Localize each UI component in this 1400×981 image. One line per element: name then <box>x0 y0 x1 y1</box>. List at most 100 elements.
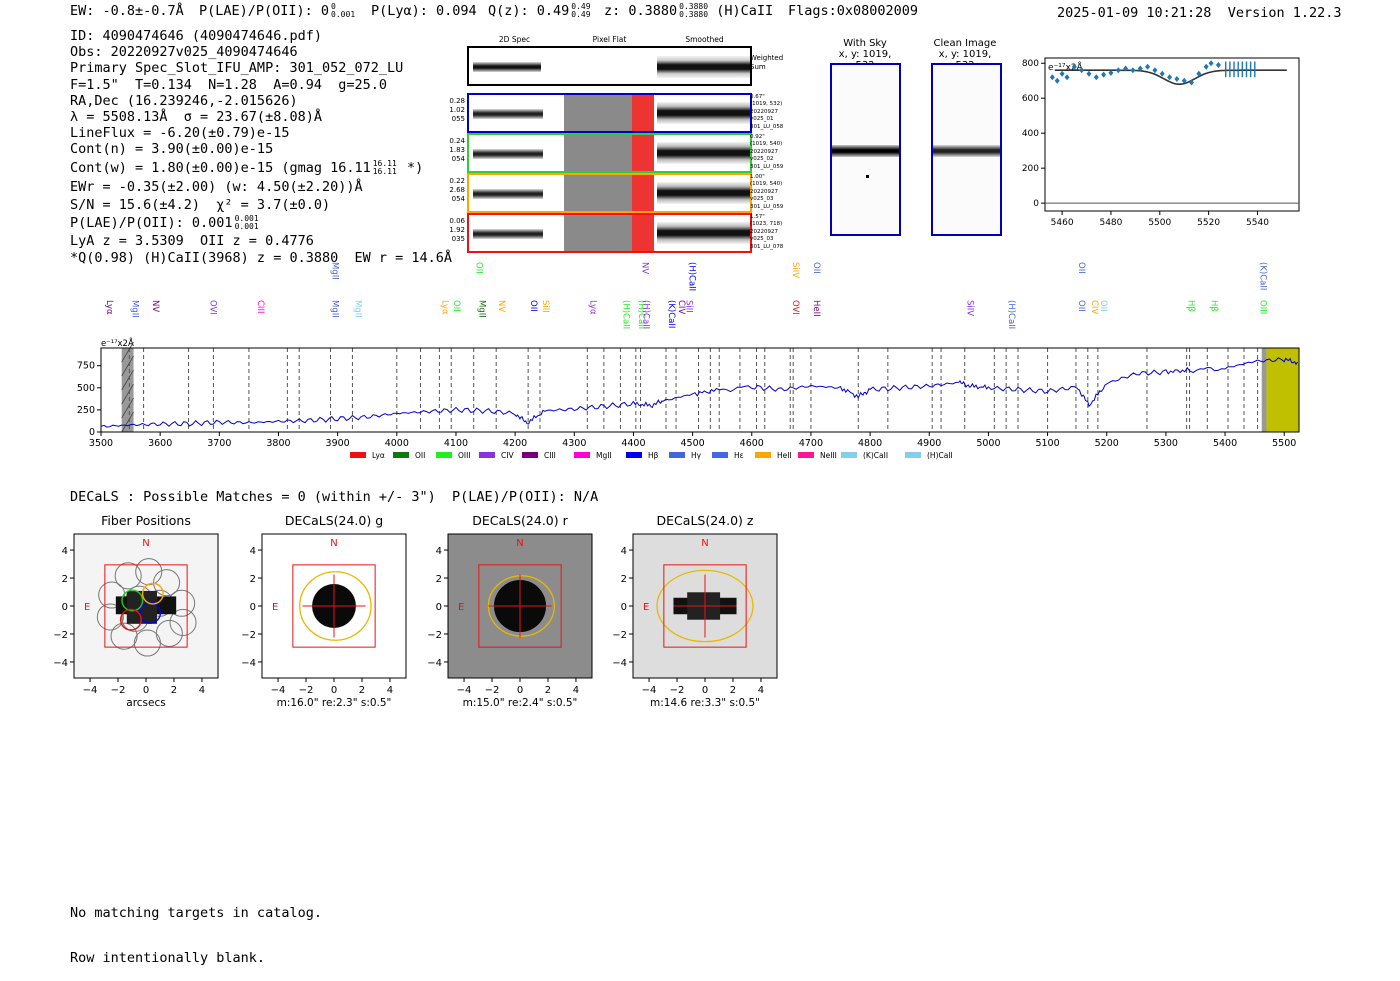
spec-row-meta-line: 20220927 <box>750 188 778 195</box>
spectrum-line <box>100 357 1298 428</box>
spec-row-stat: 1.92 <box>449 226 465 234</box>
spec-row-meta-line: 0.92" <box>750 134 765 140</box>
legend-label: Hγ <box>691 451 702 460</box>
decals-xtick-label: 2 <box>545 685 551 696</box>
line-label: (H)CaII <box>620 300 630 329</box>
decals-xtick-label: −2 <box>299 685 314 696</box>
zoom-ytick-label: 600 <box>1022 94 1039 104</box>
spec-row-meta-line: 301_LU_078 <box>750 243 784 250</box>
spectrum-xtick-label: 5400 <box>1213 438 1237 449</box>
spec-row <box>467 213 752 253</box>
spectrum-xtick-label: 3800 <box>266 438 290 449</box>
hatch-line <box>121 411 134 433</box>
spec-row-stats: 0.24 1.83 054 <box>447 137 465 164</box>
spec-row-flat-mask <box>632 175 654 211</box>
spectrum-xtick-label: 4200 <box>503 438 527 449</box>
east-label: E <box>84 602 90 613</box>
east-label: E <box>643 602 649 613</box>
col-label-smoothed: Smoothed <box>685 35 724 44</box>
decals-xtick-label: −4 <box>83 685 98 696</box>
spec-row-flat-mask <box>632 95 654 131</box>
zoom-data-point <box>1108 69 1114 76</box>
east-label: E <box>458 602 464 613</box>
fiber-circle <box>110 622 138 650</box>
spectrum-ytick-label: 250 <box>77 405 95 416</box>
line-label: Lyα <box>439 300 449 315</box>
spec-row-meta-line: 0.67" <box>750 94 765 100</box>
decals-ytick-label: 2 <box>436 574 442 585</box>
decals-xtick-label: −2 <box>111 685 126 696</box>
spec-row-meta-line: 20220927 <box>750 108 778 115</box>
header-ew: EW: -0.8±-0.7Å <box>70 3 184 19</box>
decals-ytick-label: −4 <box>427 658 442 669</box>
decals-ytick-label: 2 <box>62 574 68 585</box>
legend-label: CIV <box>501 451 514 460</box>
decals-xtick-label: 4 <box>199 685 205 696</box>
info-params: F=1.5" T=0.134 N=1.28 A=0.94 g=25.0 <box>70 76 387 93</box>
line-label: MgII <box>352 300 362 318</box>
clean-image <box>931 63 1002 236</box>
zoom-xtick-label: 5500 <box>1148 218 1171 228</box>
zoom-data-point <box>1167 74 1173 81</box>
decals-ytick-label: 4 <box>62 546 68 557</box>
zoom-xtick-label: 5460 <box>1051 218 1074 228</box>
legend-label: OII <box>415 451 425 460</box>
spec-row-meta-line: (1019, 540) <box>750 181 783 188</box>
line-label: OVI <box>207 300 217 315</box>
zoom-data-point <box>1159 70 1165 77</box>
highlighted-fiber <box>119 608 142 631</box>
highlighted-fiber <box>121 589 144 612</box>
decals-caption: m:15.0" re:2.4" s:0.5" <box>463 697 578 709</box>
zoom-data-point <box>1174 75 1180 82</box>
spec-row-meta-line: 301_LU_059 <box>750 203 784 210</box>
spectrum-xtick-label: 4800 <box>858 438 882 449</box>
weighted-2d-trace <box>473 62 541 72</box>
line-label: CIV <box>676 300 686 314</box>
weighted-smoothed-trace <box>657 56 750 78</box>
zoom-data-point <box>1086 70 1092 77</box>
legend-label: Lyα <box>372 451 385 460</box>
spec-row <box>467 93 752 133</box>
info-ewr: EWr = -0.35(±2.00) (w: 4.50(±2.20))Å <box>70 178 363 195</box>
zoom-ytick-label: 400 <box>1022 129 1039 139</box>
info-plae: P(LAE)/P(OII): 0.001 0.001 0.001 <box>70 213 259 231</box>
legend-swatch <box>393 452 409 458</box>
legend-swatch <box>755 452 771 458</box>
decals-xtick-label: 0 <box>331 685 337 696</box>
legend-label: MgII <box>596 451 612 460</box>
zoom-data-point <box>1079 67 1085 74</box>
legend-swatch <box>479 452 495 458</box>
zoom-ytick-label: 800 <box>1022 59 1039 69</box>
legend-swatch <box>841 452 857 458</box>
spec-row-stat: 054 <box>451 155 465 163</box>
spec-row-smoothed-trace <box>657 222 750 244</box>
decals-ytick-label: 0 <box>436 602 442 613</box>
info-sn: S/N = 15.6(±4.2) χ² = 3.7(±0.0) <box>70 196 331 213</box>
spec-row-flat <box>564 215 632 251</box>
spectrum-xtick-label: 5000 <box>976 438 1000 449</box>
spec-row-meta: 0.67" (1019, 532) 20220927 v025_01 301_LU_05… <box>750 94 783 131</box>
spec-row-2d-trace <box>473 229 543 239</box>
spec-row-meta-line: (1023, 718) <box>750 221 783 228</box>
legend-label: Hε <box>734 451 744 460</box>
line-label: OVI <box>790 300 800 315</box>
masked-region <box>121 348 134 432</box>
zoom-data-point <box>1137 65 1143 72</box>
line-label: (H)CaII <box>636 300 646 329</box>
spec-row-meta-line: 20220927 <box>750 148 778 155</box>
spec-row-smoothed-trace <box>657 102 750 124</box>
zoom-data-point <box>1071 63 1077 70</box>
zoom-chart: e⁻¹⁷x2Å 5460 5480 5500 5520 5540 800 600 400 200… <box>1022 57 1300 228</box>
spec-row-flat-mask <box>632 215 654 251</box>
fiber-circle <box>114 562 142 590</box>
info-lya: LyA z = 3.5309 OII z = 0.4776 <box>70 232 314 249</box>
spec-row-stat: 0.24 <box>449 137 465 145</box>
search-box <box>104 564 188 648</box>
line-label: NV <box>639 262 649 274</box>
highlighted-fiber <box>141 582 164 605</box>
spec-row-meta-line: 20220927 <box>750 228 778 235</box>
decals-xtick-label: 4 <box>387 685 393 696</box>
spectrum-frame <box>100 347 1300 433</box>
line-label: SiII <box>540 300 550 313</box>
